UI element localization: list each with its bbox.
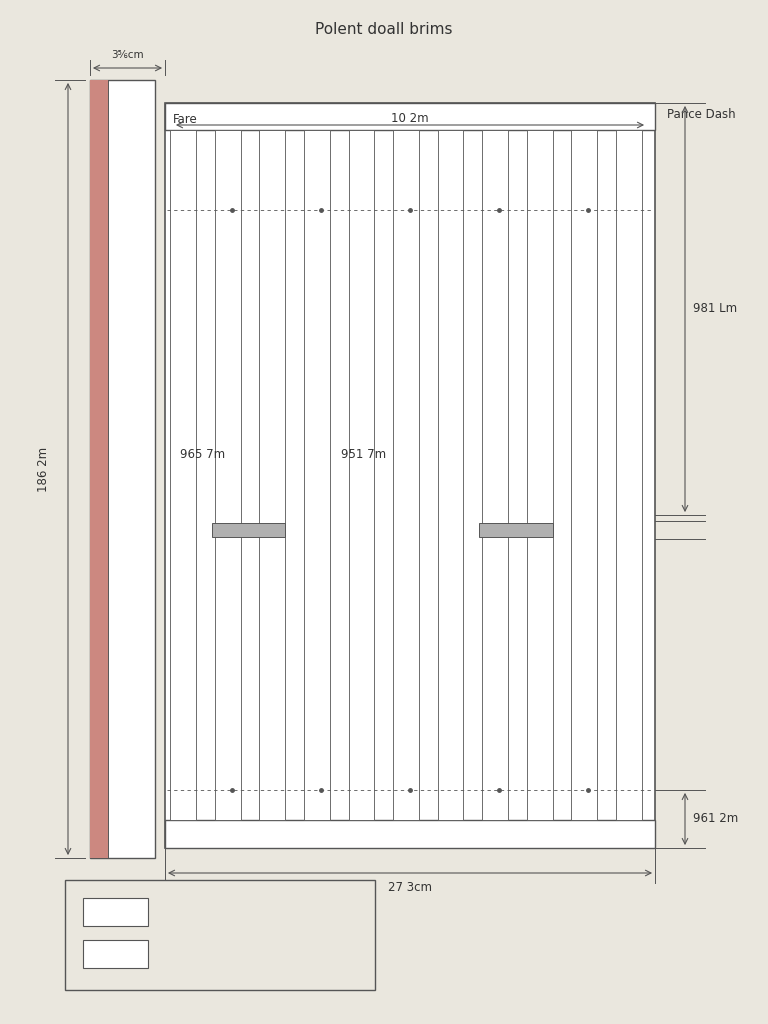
- Bar: [165, 103, 655, 848]
- Bar: [438, 130, 463, 820]
- Text: 3⅚cm: 3⅚cm: [111, 50, 144, 60]
- Text: 186 2m: 186 2m: [37, 446, 50, 492]
- Bar: [616, 130, 641, 820]
- Bar: [571, 130, 597, 820]
- Bar: [83, 898, 148, 926]
- Bar: [479, 523, 552, 537]
- Bar: [83, 940, 148, 968]
- Text: 961 2m: 961 2m: [693, 812, 738, 825]
- Text: Poper slipperr: Poper slipperr: [160, 947, 242, 961]
- Bar: [90, 80, 108, 858]
- Bar: [527, 130, 552, 820]
- Bar: [65, 880, 375, 990]
- Bar: [170, 130, 196, 820]
- Text: Nattipup throwl: Nattipup throwl: [160, 905, 252, 919]
- Text: 965 7m: 965 7m: [180, 449, 225, 462]
- Text: 10 2m: 10 2m: [391, 112, 429, 125]
- Bar: [304, 130, 329, 820]
- Bar: [165, 820, 655, 848]
- Text: 981 Lm: 981 Lm: [693, 302, 737, 315]
- Bar: [260, 130, 285, 820]
- Bar: [212, 523, 285, 537]
- Text: Pance Dash: Pance Dash: [667, 108, 736, 121]
- Text: Fare: Fare: [173, 113, 197, 126]
- Bar: [482, 130, 508, 820]
- Text: 951 7m: 951 7m: [342, 449, 386, 462]
- Bar: [90, 80, 155, 858]
- Text: 27 3cm: 27 3cm: [388, 881, 432, 894]
- Bar: [349, 130, 374, 820]
- Bar: [215, 130, 240, 820]
- Bar: [393, 130, 419, 820]
- Text: Polent doall brims: Polent doall brims: [315, 22, 453, 37]
- Bar: [165, 103, 655, 130]
